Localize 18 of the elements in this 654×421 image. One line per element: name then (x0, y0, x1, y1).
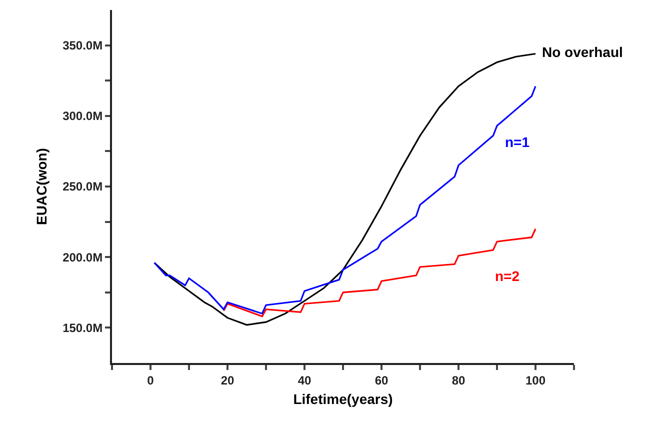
y-tick-label: 300.0M (62, 109, 103, 124)
x-tick-label: 0 (147, 373, 154, 388)
line-series (222, 228, 536, 318)
x-tick-label: 40 (298, 373, 312, 388)
series-label: No overhaul (542, 44, 623, 60)
line-series (154, 85, 536, 314)
x-tick-label: 80 (452, 373, 466, 388)
x-axis-title: Lifetime(years) (293, 391, 393, 408)
x-tick-label: 60 (374, 373, 388, 388)
series-label: n=1 (505, 134, 530, 150)
x-tick-label: 20 (220, 373, 234, 388)
y-tick-label: 250.0M (62, 180, 103, 194)
y-tick-label: 350.0M (62, 38, 103, 52)
y-axis-title: EUAC(won) (34, 148, 50, 225)
series-label: n=2 (495, 268, 520, 284)
y-tick-label: 150.0M (62, 320, 103, 335)
y-tick-label: 200.0M (62, 250, 103, 264)
x-tick-label: 100 (525, 373, 546, 388)
